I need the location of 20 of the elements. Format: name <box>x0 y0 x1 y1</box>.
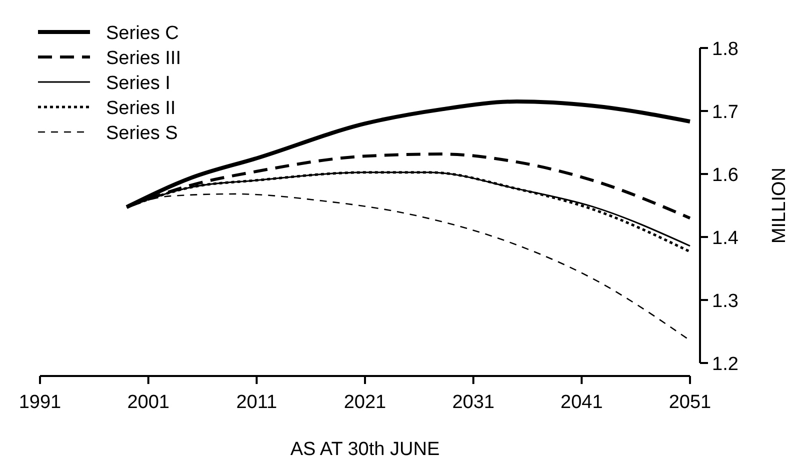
y-tick-label: 1.3 <box>712 291 738 312</box>
y-tick-label: 1.7 <box>712 102 738 123</box>
x-tick-label: 2011 <box>236 392 278 413</box>
y-tick-label: 1.8 <box>712 39 738 60</box>
x-tick-label: 2051 <box>668 392 712 413</box>
legend-label: Series I <box>106 73 170 94</box>
x-tick-label: 2021 <box>344 392 386 413</box>
x-tick-label: 2001 <box>127 392 170 413</box>
legend-label: Series C <box>106 23 179 44</box>
x-axis-title: AS AT 30th JUNE <box>290 439 440 460</box>
legend-label: Series S <box>106 123 178 144</box>
y-tick-label: 1.6 <box>712 165 738 186</box>
y-tick-label: 1.4 <box>712 228 739 249</box>
x-tick-label: 2031 <box>452 392 494 413</box>
legend-label: Series III <box>106 48 181 69</box>
x-tick-label: 1991 <box>18 392 62 413</box>
y-axis-title: MILLION <box>769 167 790 244</box>
y-tick-label: 1.2 <box>712 354 738 375</box>
x-tick-label: 2041 <box>560 392 603 413</box>
legend-label: Series II <box>106 98 176 119</box>
